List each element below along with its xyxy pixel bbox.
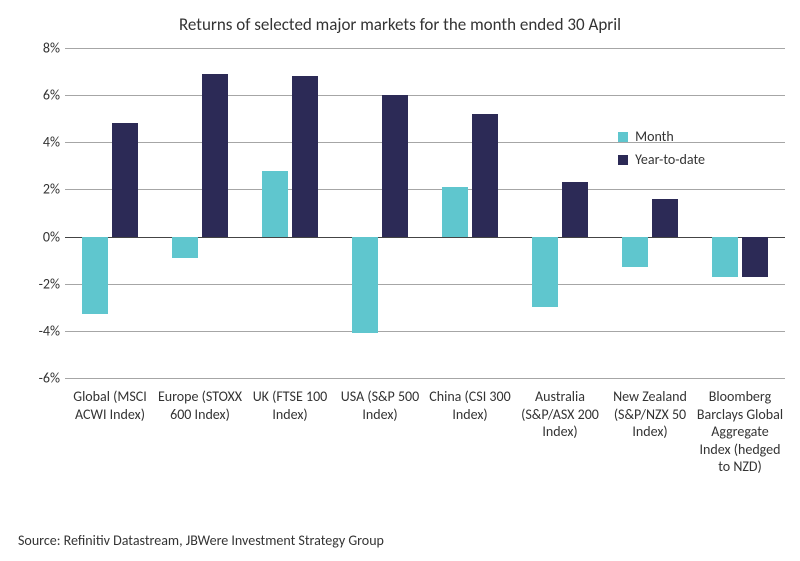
x-tick-label: Australia (S&P/ASX 200 Index) (515, 388, 605, 441)
legend-swatch (618, 155, 628, 165)
bar-month (532, 237, 558, 308)
plot-area (65, 48, 785, 378)
bar-year-to-date (472, 114, 498, 237)
legend: Month Year-to-date (618, 128, 705, 174)
bar-year-to-date (742, 237, 768, 277)
source-text: Source: Refinitiv Datastream, JBWere Inv… (18, 532, 384, 549)
legend-item: Year-to-date (618, 151, 705, 168)
x-tick-label: Bloomberg Barclays Global Aggregate Inde… (695, 388, 785, 476)
gridline (65, 331, 785, 332)
bar-month (712, 237, 738, 277)
legend-label: Month (635, 128, 674, 145)
bar-year-to-date (562, 182, 588, 236)
bar-month (262, 171, 288, 237)
legend-swatch (618, 132, 628, 142)
y-tick-label: 2% (10, 181, 60, 198)
legend-item: Month (618, 128, 705, 145)
x-tick-label: China (CSI 300 Index) (425, 388, 515, 423)
bar-year-to-date (382, 95, 408, 236)
x-tick-label: Global (MSCI ACWI Index) (65, 388, 155, 423)
bar-year-to-date (652, 199, 678, 237)
bar-year-to-date (202, 74, 228, 237)
y-tick-label: -2% (10, 275, 60, 292)
bar-year-to-date (112, 123, 138, 236)
x-axis-labels: Global (MSCI ACWI Index)Europe (STOXX 60… (65, 388, 785, 538)
bar-month (622, 237, 648, 268)
y-tick-label: 8% (10, 40, 60, 57)
x-tick-label: UK (FTSE 100 Index) (245, 388, 335, 423)
x-tick-label: Europe (STOXX 600 Index) (155, 388, 245, 423)
bar-month (82, 237, 108, 315)
y-tick-label: -6% (10, 370, 60, 387)
chart-title: Returns of selected major markets for th… (0, 14, 800, 35)
x-tick-label: USA (S&P 500 Index) (335, 388, 425, 423)
gridline (65, 189, 785, 190)
bar-month (352, 237, 378, 334)
bar-month (172, 237, 198, 258)
gridline (65, 284, 785, 285)
gridline (65, 95, 785, 96)
bar-month (442, 187, 468, 237)
bar-year-to-date (292, 76, 318, 236)
y-tick-label: -4% (10, 322, 60, 339)
gridline (65, 378, 785, 379)
legend-label: Year-to-date (635, 151, 705, 168)
y-tick-label: 4% (10, 134, 60, 151)
y-tick-label: 0% (10, 228, 60, 245)
x-tick-label: New Zealand (S&P/NZX 50 Index) (605, 388, 695, 441)
y-tick-label: 6% (10, 87, 60, 104)
returns-chart: Returns of selected major markets for th… (0, 0, 800, 561)
gridline (65, 48, 785, 49)
